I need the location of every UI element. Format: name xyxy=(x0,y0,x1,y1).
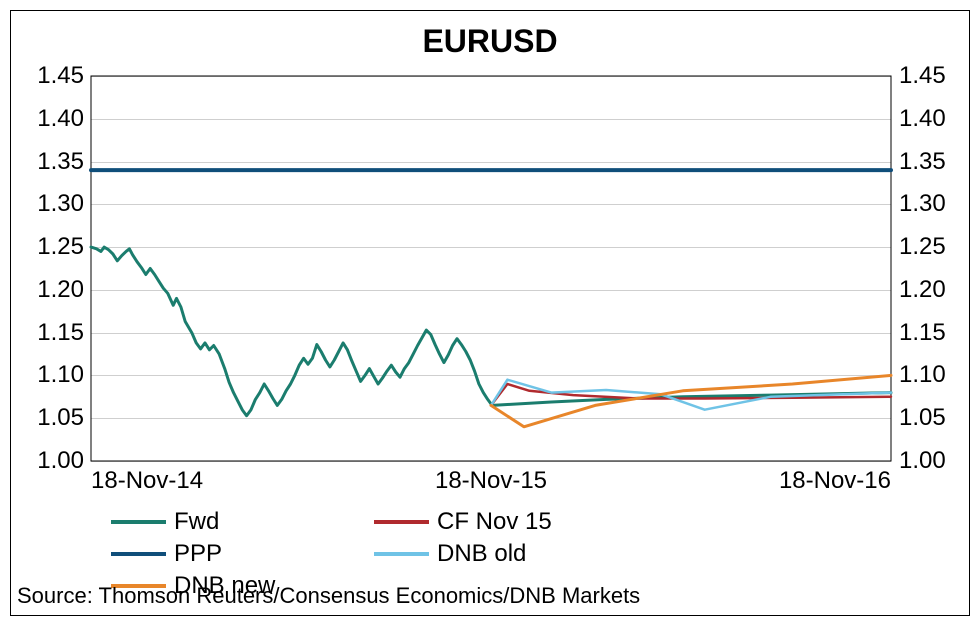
legend-label: PPP xyxy=(174,540,222,568)
series-fwd xyxy=(91,247,891,416)
legend-item-dnb_old: DNB old xyxy=(374,538,627,570)
source-line: Source: Thomson Reuters/Consensus Econom… xyxy=(17,583,640,609)
series-dnb_old xyxy=(491,380,891,410)
legend-label: CF Nov 15 xyxy=(437,508,552,536)
legend-swatch xyxy=(374,520,429,524)
legend-label: DNB old xyxy=(437,540,526,568)
legend-swatch xyxy=(111,552,166,556)
legend-swatch xyxy=(111,520,166,524)
legend-item-cf_nov_15: CF Nov 15 xyxy=(374,506,627,538)
legend-item-ppp: PPP xyxy=(111,538,364,570)
chart-frame: EURUSD 1.001.051.101.151.201.251.301.351… xyxy=(10,10,970,616)
legend-item-fwd: Fwd xyxy=(111,506,364,538)
legend-label: Fwd xyxy=(174,508,219,536)
legend-swatch xyxy=(374,552,429,556)
